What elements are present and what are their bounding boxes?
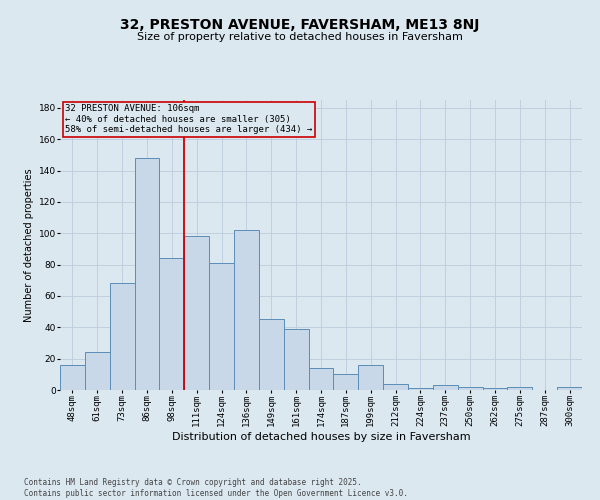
Bar <box>557 387 582 390</box>
Bar <box>433 386 458 390</box>
Text: Contains HM Land Registry data © Crown copyright and database right 2025.
Contai: Contains HM Land Registry data © Crown c… <box>24 478 408 498</box>
Bar <box>458 387 482 390</box>
Text: Size of property relative to detached houses in Faversham: Size of property relative to detached ho… <box>137 32 463 42</box>
Y-axis label: Number of detached properties: Number of detached properties <box>25 168 34 322</box>
Text: 32 PRESTON AVENUE: 106sqm
← 40% of detached houses are smaller (305)
58% of semi: 32 PRESTON AVENUE: 106sqm ← 40% of detac… <box>65 104 313 134</box>
Bar <box>60 365 85 390</box>
Bar <box>209 263 234 390</box>
Bar <box>160 258 184 390</box>
Bar <box>358 365 383 390</box>
Bar <box>234 230 259 390</box>
Bar <box>334 374 358 390</box>
Bar <box>508 387 532 390</box>
Bar <box>284 329 308 390</box>
X-axis label: Distribution of detached houses by size in Faversham: Distribution of detached houses by size … <box>172 432 470 442</box>
Text: 32, PRESTON AVENUE, FAVERSHAM, ME13 8NJ: 32, PRESTON AVENUE, FAVERSHAM, ME13 8NJ <box>121 18 479 32</box>
Bar <box>383 384 408 390</box>
Bar <box>482 388 508 390</box>
Bar <box>110 284 134 390</box>
Bar <box>259 320 284 390</box>
Bar <box>85 352 110 390</box>
Bar <box>308 368 334 390</box>
Bar <box>184 236 209 390</box>
Bar <box>134 158 160 390</box>
Bar <box>408 388 433 390</box>
